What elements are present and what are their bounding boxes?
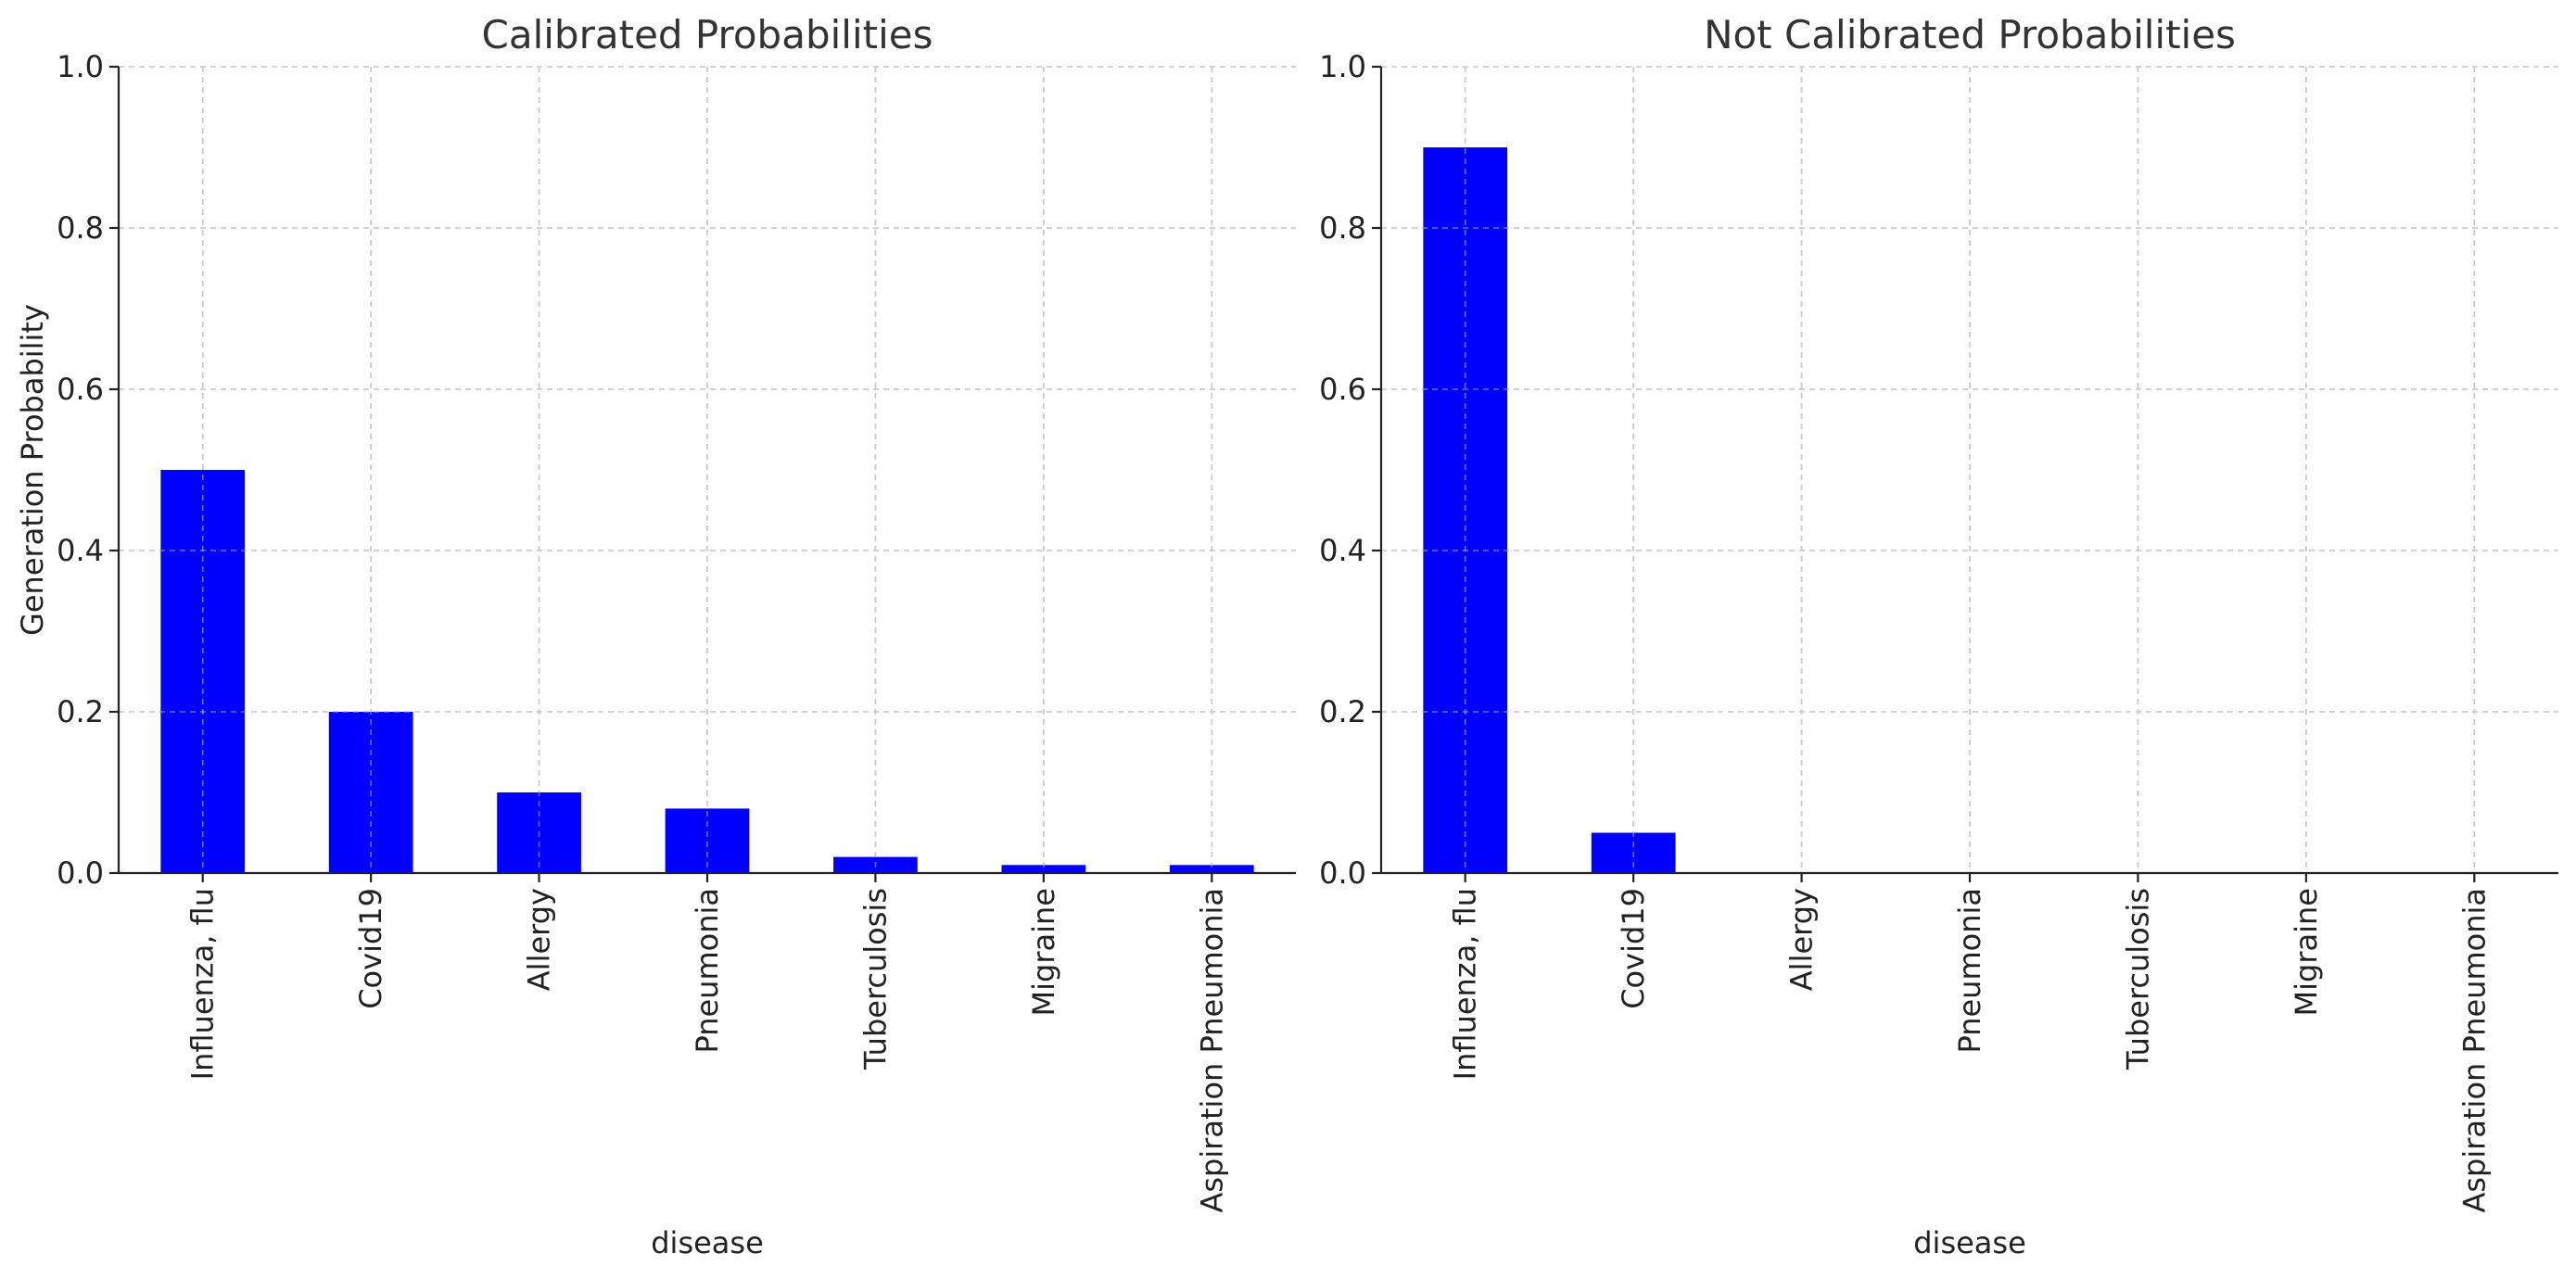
bar-6 bbox=[1001, 865, 1086, 873]
chart-panel-1: 0.0 0.2 0.4 0.6 0.8 1.0 Influenza, flu Covid19 A… bbox=[15, 12, 1296, 1260]
y-tick-label: 0.2 bbox=[57, 694, 104, 729]
y-tick-label: 0.8 bbox=[57, 210, 104, 246]
y-axis-label: Generation Probability bbox=[15, 304, 50, 636]
x-axis-label: disease bbox=[651, 1225, 764, 1260]
x-tick-label: Migraine bbox=[2289, 888, 2324, 1016]
y-tick-label: 0.2 bbox=[1319, 694, 1366, 729]
x-tick-label: Aspiration Pneumonia bbox=[2456, 888, 2492, 1213]
x-tick-label: Migraine bbox=[1026, 888, 1061, 1016]
chart-title: Calibrated Probabilities bbox=[482, 12, 933, 57]
x-tick-label: Influenza, flu bbox=[1448, 888, 1483, 1080]
y-tick-label: 0.8 bbox=[1319, 210, 1366, 246]
x-tick-label: Covid19 bbox=[353, 888, 388, 1009]
x-tick-label: Pneumonia bbox=[1952, 888, 1987, 1054]
bar-7 bbox=[1169, 865, 1254, 873]
y-tick-label: 0.0 bbox=[1319, 855, 1366, 891]
x-tick-label: Covid19 bbox=[1616, 888, 1651, 1009]
y-tick-label: 1.0 bbox=[1319, 49, 1366, 84]
x-tick-label: Tuberculosis bbox=[857, 888, 893, 1070]
y-tick-label: 1.0 bbox=[57, 49, 104, 84]
x-tick-label: Pneumonia bbox=[690, 888, 725, 1054]
y-tick-label: 0.6 bbox=[1319, 372, 1366, 407]
x-tick-label: Tuberculosis bbox=[2120, 888, 2155, 1070]
chart-title: Not Calibrated Probabilities bbox=[1704, 12, 2236, 57]
chart-panel-2: 0.0 0.2 0.4 0.6 0.8 1.0 Influenza, flu Covid19 A… bbox=[1319, 12, 2558, 1260]
x-tick-label: Aspiration Pneumonia bbox=[1194, 888, 1229, 1213]
y-tick-label: 0.0 bbox=[57, 855, 104, 891]
x-tick-label: Allergy bbox=[522, 888, 557, 991]
x-axis-label: disease bbox=[1913, 1225, 2026, 1260]
x-tick-label: Influenza, flu bbox=[185, 888, 221, 1080]
y-tick-label: 0.4 bbox=[1319, 533, 1366, 568]
x-tick-label: Allergy bbox=[1784, 888, 1820, 991]
y-tick-label: 0.4 bbox=[57, 533, 104, 568]
y-tick-label: 0.6 bbox=[57, 372, 104, 407]
